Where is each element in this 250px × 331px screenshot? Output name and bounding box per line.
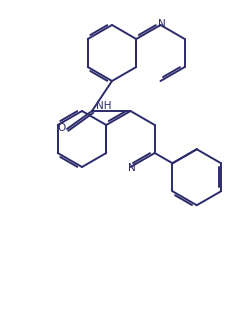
Text: O: O <box>57 123 65 133</box>
Text: N: N <box>158 19 165 29</box>
Text: NH: NH <box>96 101 112 111</box>
Text: N: N <box>128 163 135 173</box>
